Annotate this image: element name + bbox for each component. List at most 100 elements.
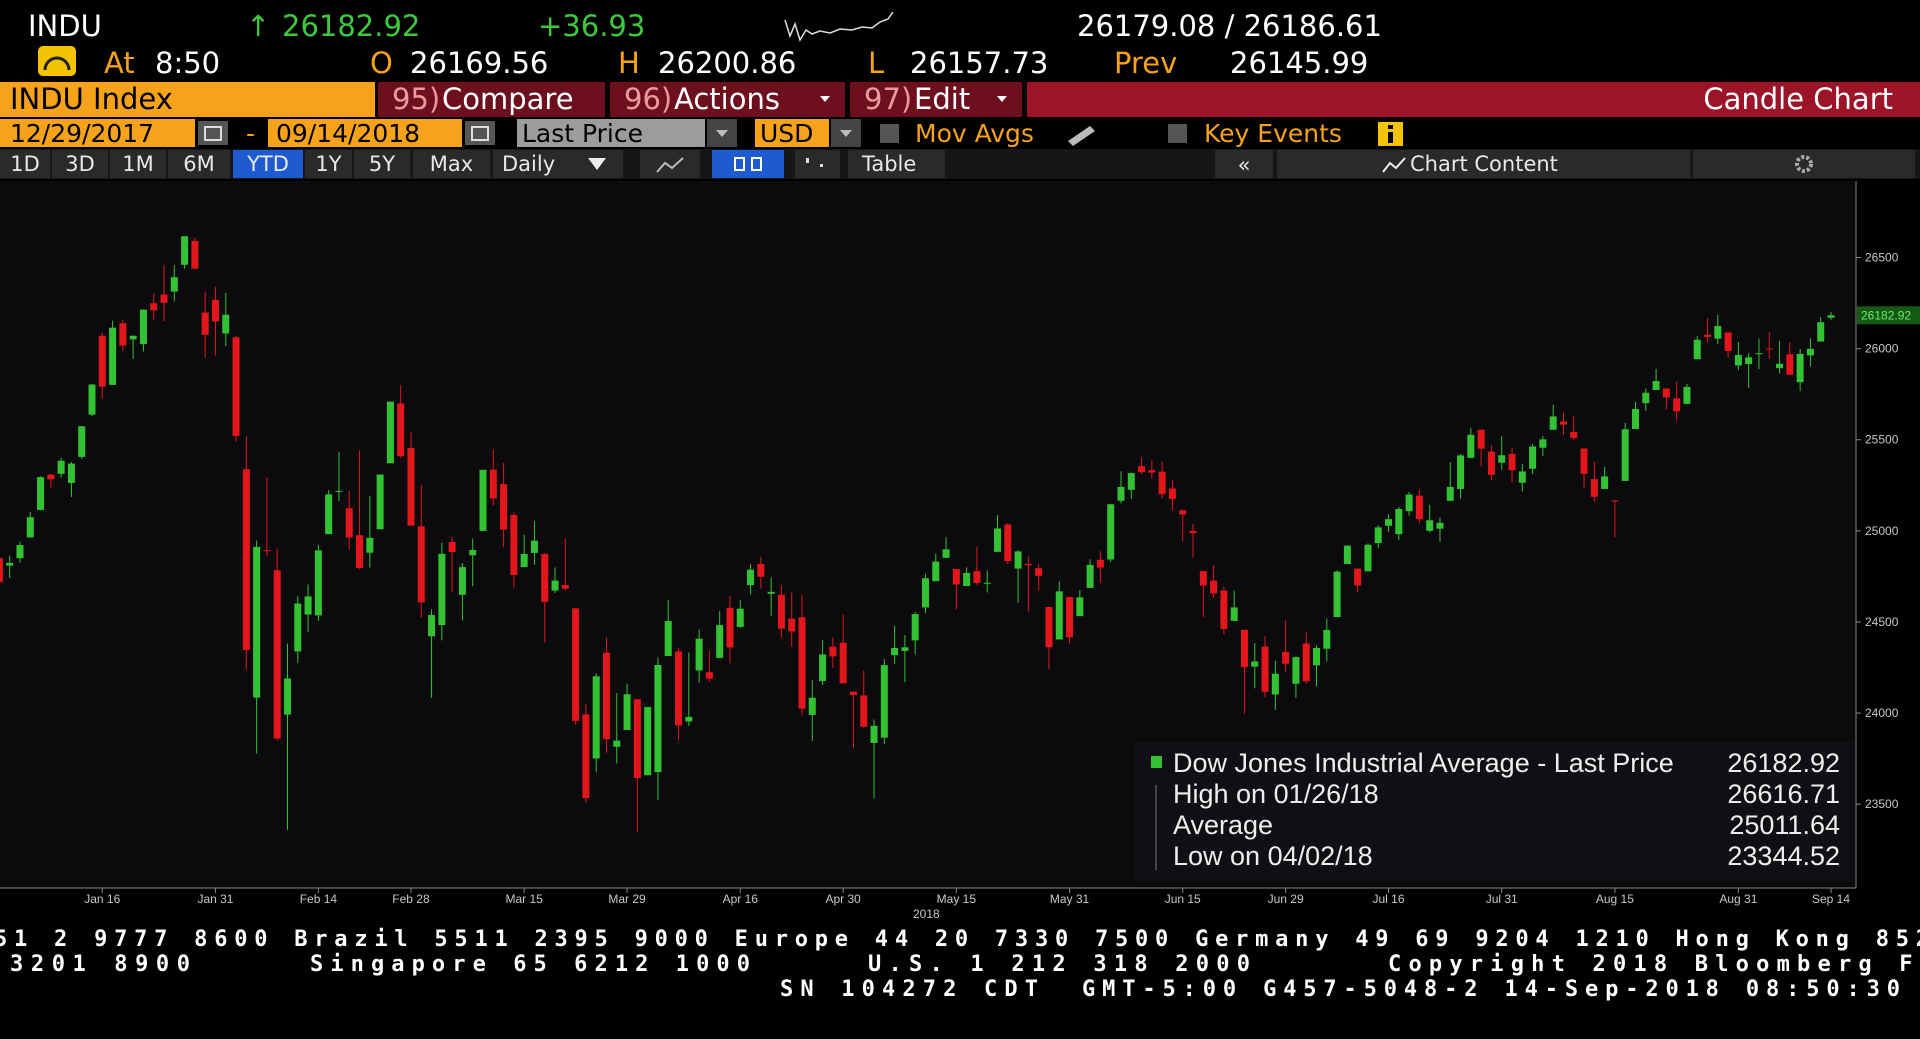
mov-avgs-checkbox[interactable] [880,124,899,143]
chart-content-button[interactable] [1277,150,1690,178]
legend-label: Average [1173,810,1273,840]
candle-body [788,618,796,632]
candle-body [1827,315,1835,318]
candle-body [150,303,158,311]
candle-body [952,568,960,585]
y-tick-label: 26000 [1865,342,1899,356]
y-tick-label: 25000 [1865,524,1899,538]
period-button[interactable] [168,150,230,178]
candle-body [1776,363,1784,369]
candle-body [345,508,353,538]
period-label: 3D [65,152,95,176]
candle-body [356,535,364,568]
last-price-tag-label: 26182.92 [1861,308,1911,322]
currency-box[interactable] [755,119,829,147]
period-button[interactable] [52,150,108,178]
candle-body [1189,531,1197,534]
settings-button[interactable] [1693,150,1915,178]
start-date-box[interactable] [0,119,195,147]
candle-body [1004,524,1012,562]
calendar-button[interactable] [465,121,495,145]
legend-box [1135,742,1855,882]
candle-body [1045,607,1053,648]
line-chart-button[interactable] [640,150,700,178]
edit-button[interactable] [850,82,1022,117]
candle-icon [734,157,745,171]
collapse-button[interactable] [1215,150,1273,178]
period-button[interactable] [413,150,490,178]
x-tick-label: Jul 16 [1373,892,1405,906]
legend: Dow Jones Industrial Average - Last Pric… [1173,748,1840,871]
candle-body [26,517,34,538]
candle-body [901,647,909,651]
candle-body [1364,544,1372,572]
title-bar [1027,82,1920,117]
candle-body [57,460,65,474]
candle-body [160,294,168,303]
candle-body [921,578,929,608]
footer-text: GMT-5:00 G457-5048-2 14-Sep-2018 08:50:3… [1082,977,1900,1002]
period-button[interactable] [233,150,303,178]
period-button[interactable] [354,150,410,178]
candle-body [1271,673,1279,695]
candle-body [736,608,744,627]
chart-content-icon [1382,157,1406,173]
open-label: O [370,46,393,80]
dot-chart-button[interactable] [795,150,840,178]
gear-icon [1795,155,1813,173]
period-button[interactable] [0,150,50,178]
candle-body [777,594,785,629]
legend-value: 23344.52 [1727,841,1840,871]
period-label: 5Y [369,152,395,176]
frequency: Daily [502,152,555,176]
table-button[interactable] [848,150,945,178]
candle-body [232,337,240,436]
dropdown-arrow [997,96,1007,102]
candle-chart-button[interactable] [712,150,784,178]
candle-body [263,550,271,552]
period-button[interactable] [110,150,166,178]
high-value: 26200.86 [658,46,796,80]
period-label: 6M [183,152,214,176]
key-events: Key Events [1204,119,1342,148]
candle-body [1518,471,1526,483]
pencil-icon[interactable] [1068,126,1095,146]
calendar-button[interactable] [198,121,228,145]
x-tick-label: Feb 14 [300,892,338,906]
x-tick-label: Jul 31 [1486,892,1518,906]
field-box[interactable] [517,119,705,147]
open-value: 26169.56 [410,46,548,80]
candle-body [1230,607,1238,621]
candle-body [1457,455,1465,489]
period-label: 1M [122,152,153,176]
key-events-checkbox[interactable] [1168,124,1187,143]
candle-body [1035,568,1043,576]
candle-body [1508,453,1516,471]
candle-body [335,490,343,492]
delay-icon-gauge [43,56,71,71]
at-label: At [104,46,135,80]
delay-icon[interactable] [38,46,76,76]
candle-body [1148,470,1156,473]
candle-body [1199,571,1207,586]
compare-button[interactable] [378,82,605,117]
candle-body [1590,479,1598,497]
candle-body [1806,348,1814,356]
period-button[interactable] [305,150,352,178]
candle-body [1621,429,1629,481]
candle-body [829,646,837,657]
candle-body [1580,448,1588,474]
candle-body [1673,398,1681,412]
candle-body [551,580,559,591]
end-date-box[interactable] [268,119,462,147]
candle-body [1745,357,1753,364]
candle-body [191,240,199,269]
candle-body [664,621,672,657]
actions-button[interactable] [610,82,845,117]
security-box[interactable] [0,82,375,117]
candle-body [397,403,405,457]
candle-body [1642,392,1650,404]
bid-ask: 26179.08 / 26186.61 [1077,9,1382,43]
